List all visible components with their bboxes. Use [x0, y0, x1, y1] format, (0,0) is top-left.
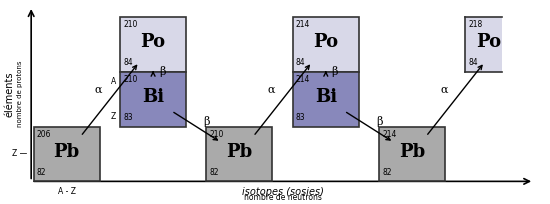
Bar — [379, 127, 445, 181]
Text: A - Z: A - Z — [58, 187, 76, 196]
Text: 82: 82 — [37, 168, 46, 177]
Text: β: β — [332, 66, 338, 77]
Text: 84: 84 — [296, 59, 305, 68]
Text: α: α — [95, 84, 102, 94]
Text: Po: Po — [476, 33, 501, 51]
Bar — [120, 17, 186, 72]
Text: 214: 214 — [296, 20, 310, 29]
Text: 82: 82 — [210, 168, 219, 177]
Text: nombre de neutrons: nombre de neutrons — [244, 193, 322, 202]
Text: Bi: Bi — [142, 88, 164, 106]
Text: 82: 82 — [382, 168, 392, 177]
Bar — [34, 127, 100, 181]
Text: éléments: éléments — [5, 71, 15, 116]
Text: Z —: Z — — [12, 150, 27, 159]
Text: 210: 210 — [123, 20, 138, 29]
Text: Bi: Bi — [315, 88, 337, 106]
Text: nombre de protons: nombre de protons — [17, 61, 23, 127]
Text: 83: 83 — [296, 113, 305, 122]
Text: 214: 214 — [382, 130, 397, 139]
Text: 84: 84 — [469, 59, 478, 68]
Text: 210: 210 — [210, 130, 224, 139]
Text: α: α — [268, 84, 275, 94]
Text: 214: 214 — [296, 75, 310, 84]
Text: 218: 218 — [469, 20, 483, 29]
Text: Pb: Pb — [226, 143, 252, 161]
Bar — [206, 127, 272, 181]
Text: β: β — [159, 66, 166, 77]
Text: Z: Z — [111, 112, 116, 121]
Text: β: β — [376, 116, 382, 127]
Text: 210: 210 — [123, 75, 138, 84]
Bar — [120, 72, 186, 127]
Bar — [293, 17, 359, 72]
Text: 83: 83 — [123, 113, 133, 122]
Bar — [293, 72, 359, 127]
Text: 84: 84 — [123, 59, 133, 68]
Text: Pb: Pb — [399, 143, 425, 161]
Text: Pb: Pb — [53, 143, 80, 161]
Text: isotopes (sosies): isotopes (sosies) — [241, 187, 323, 197]
Text: Po: Po — [314, 33, 338, 51]
Bar — [465, 17, 502, 72]
Text: β: β — [203, 116, 210, 127]
Text: Po: Po — [140, 33, 166, 51]
Text: A: A — [111, 77, 116, 86]
Text: α: α — [441, 84, 448, 94]
Text: 206: 206 — [37, 130, 51, 139]
